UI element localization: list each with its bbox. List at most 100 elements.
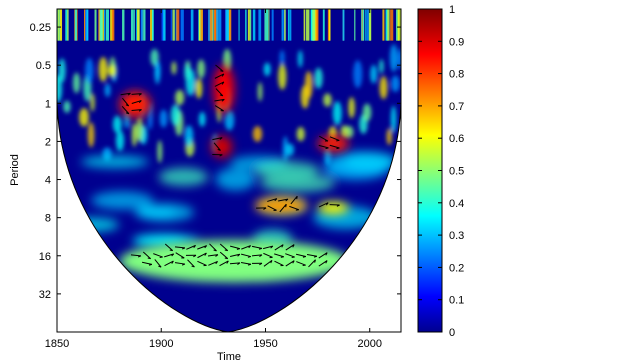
phase-arrow-head xyxy=(281,244,284,248)
phase-arrow xyxy=(187,259,195,268)
phase-arrow xyxy=(120,92,131,96)
phase-arrow-head xyxy=(138,100,142,104)
texture-blob xyxy=(296,126,305,142)
phase-arrow-head xyxy=(314,259,316,263)
texture-streak xyxy=(131,9,134,41)
phase-arrow-head xyxy=(292,260,295,264)
texture-streak xyxy=(111,9,115,41)
phase-arrow xyxy=(208,260,218,266)
phase-arrow xyxy=(154,259,162,268)
texture-blob xyxy=(63,100,71,113)
y-tick-label: 1 xyxy=(45,98,51,110)
texture-streak xyxy=(387,9,390,41)
phase-arrow xyxy=(279,203,287,213)
phase-arrow xyxy=(164,253,174,258)
phase-arrow-head xyxy=(191,265,195,268)
texture-blob xyxy=(72,72,81,94)
texture-streak xyxy=(226,9,229,41)
texture-streak xyxy=(387,9,389,41)
texture-blob xyxy=(85,57,94,84)
power-region xyxy=(213,65,235,114)
phase-arrow xyxy=(251,245,262,249)
phase-arrow-head xyxy=(285,204,287,208)
power-region xyxy=(211,135,233,158)
texture-streak xyxy=(86,9,88,41)
phase-arrow xyxy=(131,93,142,95)
texture-streak xyxy=(133,9,135,41)
phase-arrow-head xyxy=(259,254,263,257)
texture-blob xyxy=(112,115,122,134)
phase-arrow xyxy=(175,252,185,259)
phase-arrow xyxy=(215,88,224,97)
phase-arrow-head xyxy=(213,249,217,252)
phase-arrow-head xyxy=(336,204,340,207)
phase-arrow-head xyxy=(221,99,225,102)
y-tick-label: 0.5 xyxy=(36,60,51,72)
texture-streak xyxy=(212,9,214,41)
phase-arrow-head xyxy=(193,254,197,258)
texture-blob xyxy=(115,130,125,152)
texture-streak xyxy=(238,9,240,41)
phase-arrow-head xyxy=(336,147,340,150)
phase-arrow-head xyxy=(171,253,175,257)
phase-arrow-head xyxy=(138,109,142,112)
texture-streak xyxy=(303,9,306,41)
texture-streak xyxy=(366,9,369,41)
phase-arrow xyxy=(142,251,152,260)
phase-arrow xyxy=(278,198,289,202)
phase-arrow xyxy=(214,73,225,79)
phase-arrow xyxy=(329,144,340,149)
phase-arrow-head xyxy=(224,249,228,252)
texture-blob xyxy=(389,44,398,72)
phase-arrow-head xyxy=(137,255,142,258)
phase-arrow-head xyxy=(125,112,130,115)
colorbar-tick-label: 0.1 xyxy=(449,295,464,307)
phase-arrow xyxy=(285,260,295,267)
texture-streak xyxy=(110,9,113,41)
phase-arrow-head xyxy=(215,254,219,257)
phase-arrow-head xyxy=(181,247,186,250)
texture-streak xyxy=(328,9,331,41)
phase-arrow xyxy=(214,98,225,102)
texture-streak xyxy=(288,9,290,41)
texture-streak xyxy=(137,9,139,41)
texture-blob xyxy=(297,50,303,68)
texture-streak xyxy=(104,9,106,41)
texture-streak xyxy=(258,9,262,41)
texture-blob xyxy=(197,59,206,79)
texture-blob xyxy=(104,83,111,97)
texture-streak xyxy=(396,9,398,41)
texture-blob xyxy=(170,104,180,126)
colorbar-tick-label: 0.7 xyxy=(449,101,464,113)
phase-arrow xyxy=(174,246,185,249)
texture-blob xyxy=(263,62,271,77)
texture-blob xyxy=(353,60,363,89)
texture-blob xyxy=(391,75,400,93)
x-tick-label: 2000 xyxy=(357,338,381,350)
texture-streak xyxy=(268,9,270,41)
texture-blob xyxy=(108,64,117,77)
phase-arrow-head xyxy=(193,245,196,249)
texture-streak xyxy=(249,9,252,41)
phase-arrow xyxy=(267,205,277,211)
phase-arrow-head xyxy=(220,70,224,72)
x-tick-label: 1850 xyxy=(45,338,69,350)
texture-streak xyxy=(266,9,269,41)
texture-streak xyxy=(94,9,97,41)
texture-blob xyxy=(198,111,206,127)
phase-arrow xyxy=(141,261,152,265)
colorbar-tick-label: 0.9 xyxy=(449,36,464,48)
texture-blob xyxy=(79,108,89,127)
phase-arrow-head xyxy=(217,148,221,151)
texture-blob xyxy=(379,76,388,100)
phase-arrow-head xyxy=(237,262,241,265)
texture-field xyxy=(259,174,336,193)
texture-blob xyxy=(87,122,95,148)
texture-streak xyxy=(354,9,356,41)
texture-streak xyxy=(289,9,292,41)
texture-streak xyxy=(271,9,274,41)
phase-arrow xyxy=(318,202,329,208)
texture-field xyxy=(344,151,397,171)
phase-arrow xyxy=(295,253,306,257)
phase-arrow xyxy=(306,253,317,257)
